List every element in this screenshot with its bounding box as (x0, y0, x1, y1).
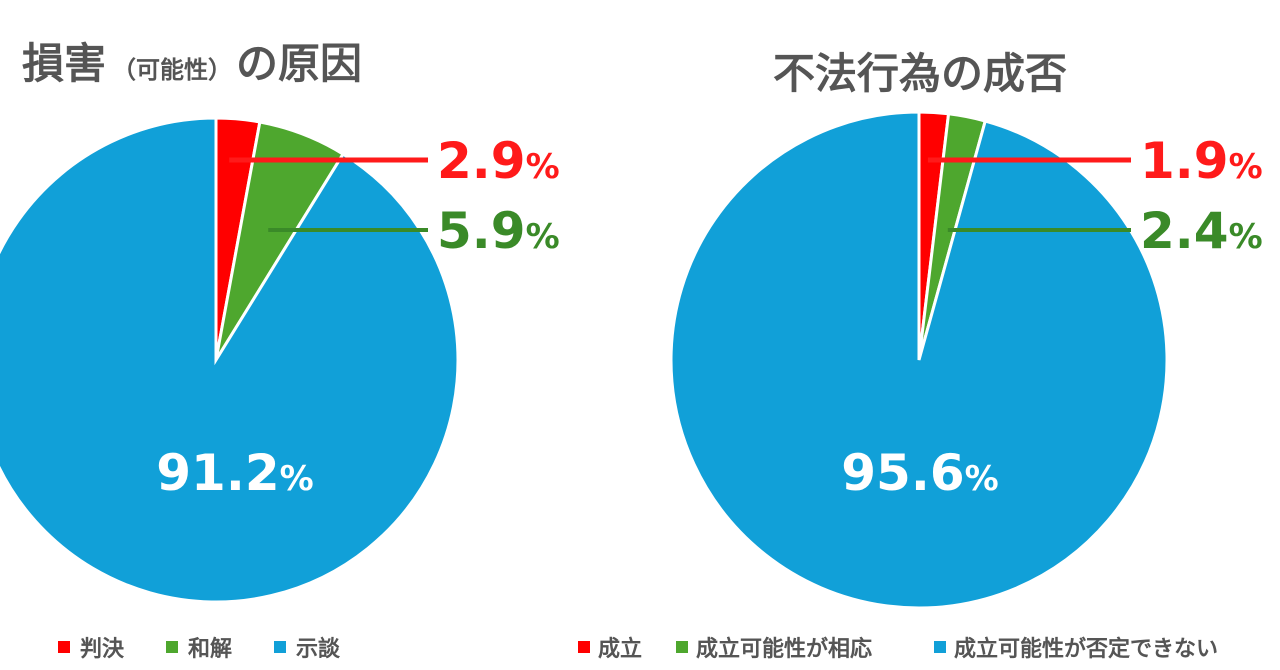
data-label: 1.9% (1140, 132, 1263, 190)
center-label-tort: 95.6% (841, 444, 998, 502)
legend-label: 示談 (296, 636, 341, 662)
data-label-unit: % (1229, 217, 1263, 257)
center-value: 91.2 (156, 444, 279, 502)
pie-chart-damage-cause: 損害 （可能性）の原因 2.9%5.9% 91.2% 判決 和解 示談 (0, 39, 560, 662)
data-label-unit: % (526, 147, 560, 187)
title-main: 損害 (22, 39, 106, 88)
callouts-tort: 1.9%2.4% (927, 132, 1263, 260)
legend-tort: 成立 成立可能性が相応 成立可能性が否定できない (578, 636, 1218, 662)
data-label-value: 5.9 (437, 202, 526, 260)
legend-swatch (578, 641, 590, 653)
slice-seiritsu-hitei-dekinai (669, 110, 1169, 610)
center-unit: % (965, 459, 999, 499)
center-value: 95.6 (841, 444, 964, 502)
data-label-value: 1.9 (1140, 132, 1229, 190)
pie-chart-tort-establishment: 不法行為の成否 1.9%2.4% 95.6% 成立 成立可能性が相応 成立可能性… (578, 49, 1263, 662)
legend-swatch (274, 641, 286, 653)
pie-slices-tort (669, 110, 1169, 610)
legend-label: 成立 (598, 636, 642, 662)
center-label-damage: 91.2% (156, 444, 313, 502)
chart-title-tort: 不法行為の成否 (773, 49, 1067, 98)
slice-jidan (0, 116, 460, 604)
legend-damage: 判決 和解 示談 (58, 636, 341, 662)
title-suffix: の原因 (236, 39, 362, 88)
callouts-damage: 2.9%5.9% (229, 132, 560, 260)
data-label-value: 2.4 (1140, 202, 1229, 260)
legend-swatch (934, 641, 946, 653)
legend-label: 成立可能性が相応 (696, 636, 872, 662)
legend-swatch (166, 641, 178, 653)
data-label-unit: % (1229, 147, 1263, 187)
pie-slices-damage (0, 116, 460, 604)
data-label: 2.4% (1140, 202, 1263, 260)
center-unit: % (280, 459, 314, 499)
legend-label: 和解 (188, 636, 232, 662)
data-label-unit: % (526, 217, 560, 257)
title-note: （可能性） (112, 56, 232, 84)
legend-swatch (676, 641, 688, 653)
legend-swatch (58, 641, 70, 653)
data-label: 5.9% (437, 202, 560, 260)
legend-label: 成立可能性が否定できない (954, 636, 1218, 662)
chart-title-damage: 損害 （可能性）の原因 (22, 39, 362, 88)
data-label: 2.9% (437, 132, 560, 190)
data-label-value: 2.9 (437, 132, 526, 190)
legend-label: 判決 (80, 637, 125, 662)
